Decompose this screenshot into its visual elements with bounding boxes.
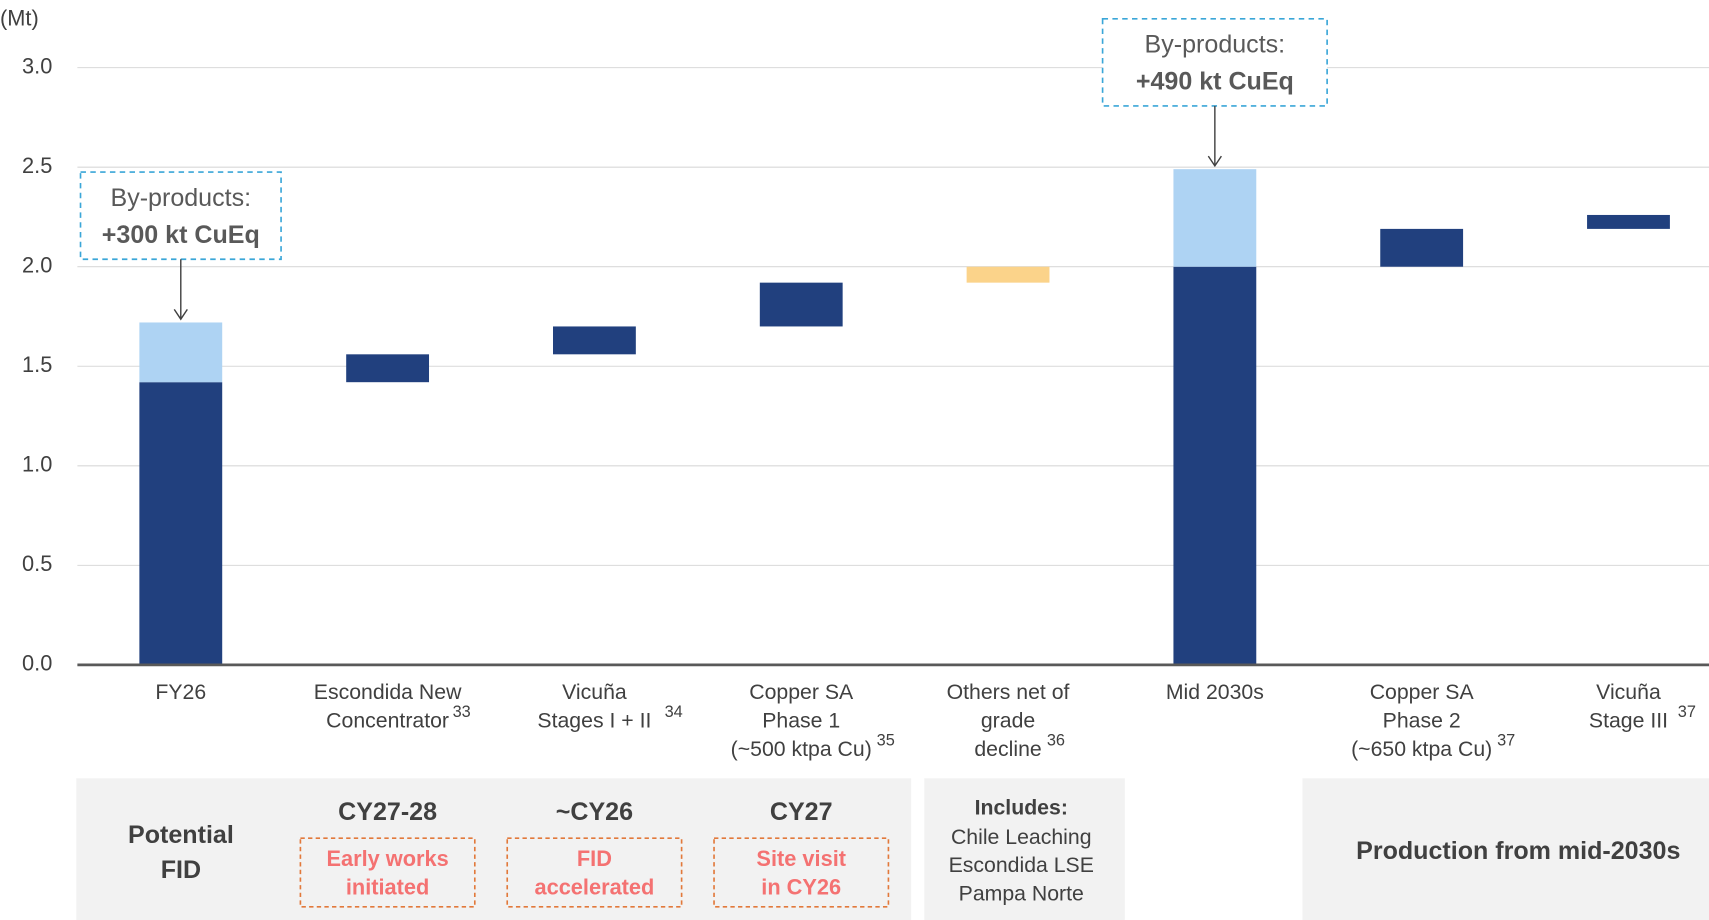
callout-arrowhead: [173, 308, 188, 321]
fid-date: ~CY26: [556, 798, 633, 826]
includes-item: Chile Leaching: [951, 825, 1092, 849]
bar: [759, 282, 843, 327]
y-axis-label: (Mt): [0, 5, 39, 30]
includes-title: Includes:: [975, 795, 1068, 819]
includes-item: Escondida LSE: [949, 853, 1094, 877]
y-tick-label: 1.5: [22, 352, 52, 377]
footnote: 36: [1047, 732, 1065, 750]
fid-label: Potential FID: [128, 821, 234, 884]
fid-note-box: [299, 837, 476, 908]
fid-note: Site visit in CY26: [756, 846, 846, 899]
x-tick-label: Escondida New Concentrator: [314, 680, 462, 732]
y-tick-label: 0.5: [22, 551, 52, 576]
y-tick-label: 1.0: [22, 452, 52, 477]
x-tick-label: FY26: [155, 680, 206, 704]
fid-note: Early works initiated: [326, 846, 448, 899]
fid-date: CY27: [770, 798, 833, 826]
x-tick-label: Copper SA Phase 2 (~650 ktpa Cu): [1351, 680, 1492, 761]
includes-item: Pampa Norte: [959, 881, 1084, 905]
callout-arrowhead: [1207, 155, 1222, 168]
fid-note-box: [506, 837, 683, 908]
fid-note-box: [713, 837, 890, 908]
panel-bg: [924, 778, 1125, 920]
byproduct-bar: [1173, 169, 1257, 267]
x-tick-label: Vicuña Stage III: [1589, 680, 1668, 732]
bar: [139, 382, 223, 665]
panel-bg: [76, 778, 912, 920]
bar: [346, 354, 430, 383]
footnote: 34: [665, 703, 683, 721]
x-tick-label: Others net of grade decline: [947, 680, 1070, 761]
bar: [1587, 214, 1670, 229]
production-label: Production from mid-2030s: [1356, 837, 1680, 865]
bar: [1380, 228, 1464, 267]
callout-box: [1101, 17, 1328, 107]
fid-note: FID accelerated: [534, 846, 654, 899]
y-tick-label: 2.5: [22, 153, 52, 178]
callout-title: By-products:: [1145, 31, 1286, 59]
fid-date: CY27-28: [338, 798, 437, 826]
footnote: 37: [1497, 732, 1515, 750]
footnote: 35: [877, 732, 895, 750]
byproduct-bar: [139, 322, 223, 383]
x-tick-label: Vicuña Stages I + II: [537, 680, 651, 732]
bar: [1173, 266, 1257, 665]
callout-value: +300 kt CuEq: [102, 221, 260, 249]
callout-title: By-products:: [110, 184, 251, 212]
y-tick-label: 2.0: [22, 252, 52, 277]
bar: [966, 266, 1050, 283]
x-tick-label: Copper SA Phase 1 (~500 ktpa Cu): [731, 680, 872, 761]
callout-box: [79, 171, 282, 261]
panel-bg: [1302, 778, 1709, 920]
y-tick-label: 0.0: [22, 651, 52, 676]
bar: [552, 326, 636, 355]
x-tick-label: Mid 2030s: [1166, 680, 1264, 704]
callout-value: +490 kt CuEq: [1136, 68, 1294, 96]
footnote: 37: [1678, 703, 1696, 721]
y-tick-label: 3.0: [22, 53, 52, 78]
footnote: 33: [453, 703, 471, 721]
